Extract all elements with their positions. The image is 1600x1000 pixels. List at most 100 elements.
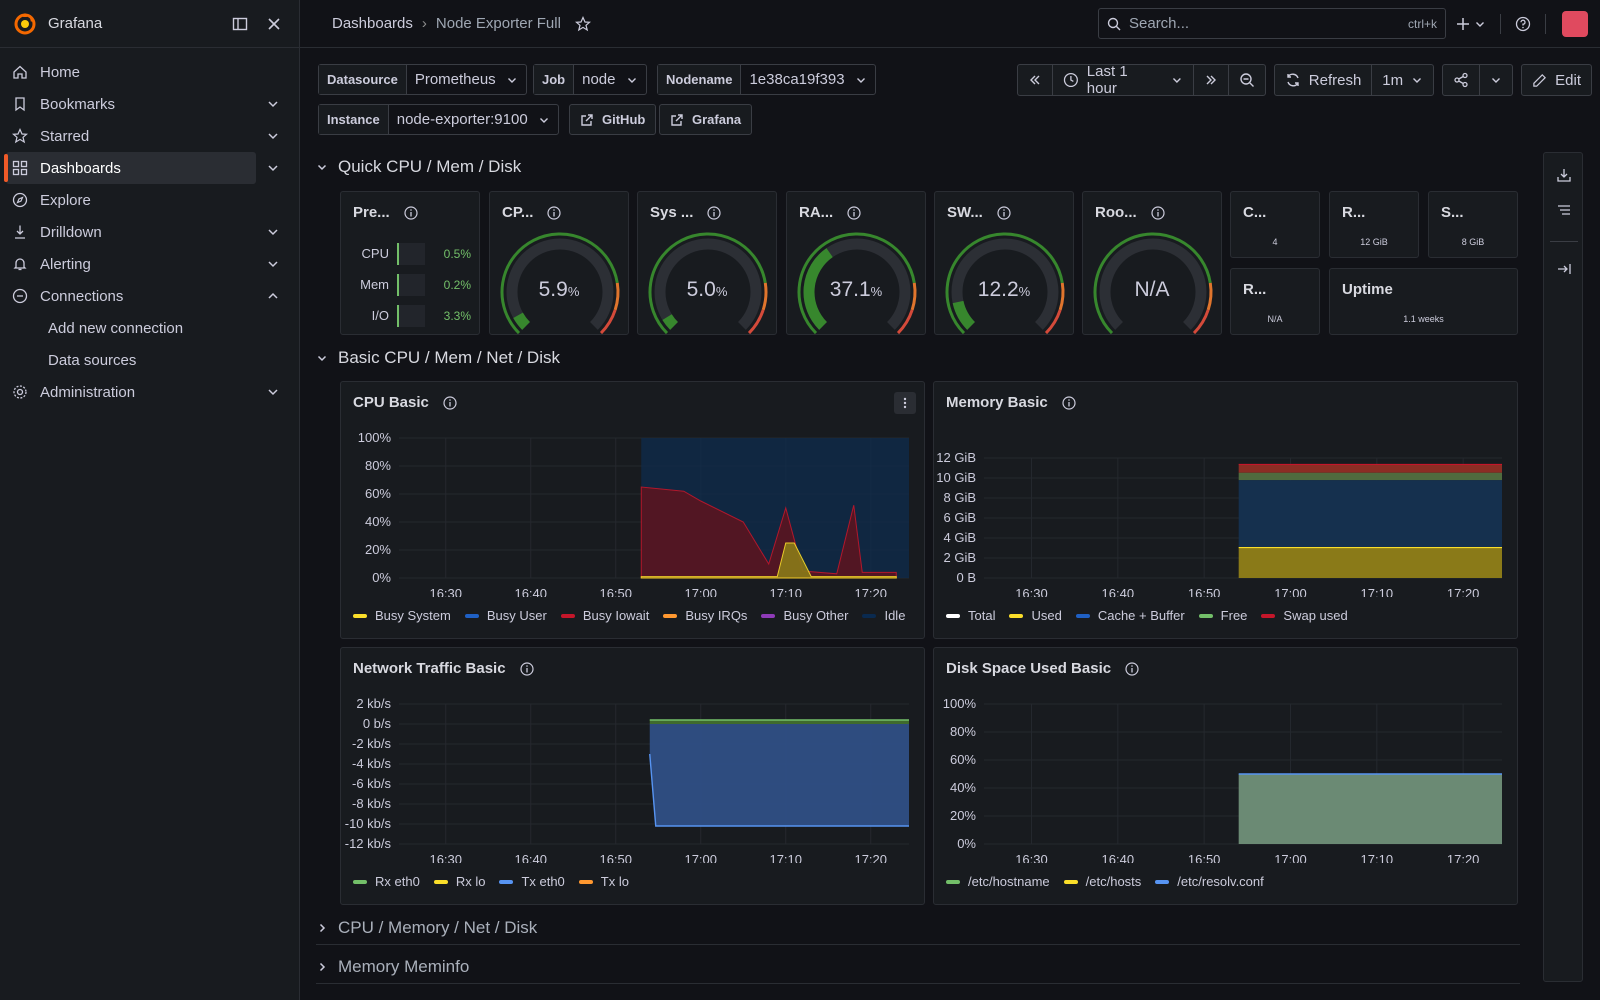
nav-item-starred[interactable]: Starred	[6, 120, 278, 152]
job-variable[interactable]: Job node	[533, 64, 647, 95]
dock-menu-icon[interactable]	[227, 11, 253, 37]
gauge-threshold-orange	[1206, 282, 1213, 311]
compass-icon	[12, 192, 28, 208]
legend-swatch	[663, 613, 678, 618]
search-input[interactable]: Search... ctrl+k	[1098, 8, 1446, 39]
refresh-interval-picker[interactable]: 1m	[1372, 65, 1433, 95]
legend-item[interactable]: Rx eth0	[353, 874, 420, 889]
chevron-down-icon[interactable]	[266, 161, 280, 175]
chevron-down-icon[interactable]	[266, 97, 280, 111]
time-back-button[interactable]	[1018, 65, 1053, 95]
row-title: Quick CPU / Mem / Disk	[338, 157, 522, 176]
legend-swatch	[433, 879, 448, 884]
nav-item-administration[interactable]: Administration	[6, 376, 278, 408]
add-menu-button[interactable]	[1450, 9, 1492, 39]
legend-item[interactable]: Used	[1009, 608, 1062, 623]
row-cpu-memory-net-disk[interactable]: CPU / Memory / Net / Disk	[316, 918, 537, 938]
y-tick-label: 0 b/s	[363, 716, 392, 731]
share-menu-button[interactable]	[1480, 65, 1512, 95]
github-link-button[interactable]: GitHub	[569, 104, 657, 135]
row-memory-meminfo[interactable]: Memory Meminfo	[316, 957, 469, 977]
legend-item[interactable]: Tx eth0	[499, 874, 565, 889]
share-button[interactable]	[1443, 65, 1481, 95]
nav-sub-add-new-connection[interactable]: Add new connection	[48, 319, 184, 337]
nodename-variable[interactable]: Nodename 1e38ca19f393	[657, 64, 876, 95]
variable-value[interactable]: node	[574, 65, 645, 94]
nav-item-alerting[interactable]: Alerting	[6, 248, 278, 280]
chevron-down-icon[interactable]	[266, 225, 280, 239]
grafana-link-button[interactable]: Grafana	[659, 104, 753, 135]
info-icon[interactable]	[404, 205, 418, 220]
legend-item[interactable]: /etc/resolv.conf	[1155, 874, 1264, 889]
nav-sub-data-sources[interactable]: Data sources	[48, 351, 137, 369]
pressure-row-io: I/O 3.3%	[351, 300, 471, 331]
outline-list-icon[interactable]	[1556, 203, 1572, 219]
panel-menu-button[interactable]	[894, 392, 916, 414]
cpu-basic-chart[interactable]: 100% 80% 60% 40% 20% 0% 16:30 16:40 16:50 17:00 17…	[341, 382, 926, 597]
legend-item[interactable]: /etc/hostname	[946, 874, 1050, 889]
y-tick-label: 0 B	[956, 570, 976, 585]
legend-item[interactable]: Swap used	[1261, 608, 1348, 623]
close-icon[interactable]	[261, 11, 287, 37]
legend-item[interactable]: Idle	[862, 608, 905, 623]
time-forward-button[interactable]	[1194, 65, 1229, 95]
datasource-variable[interactable]: Datasource Prometheus	[318, 64, 527, 95]
breadcrumb-dashboards[interactable]: Dashboards	[332, 15, 413, 32]
memory-basic-chart[interactable]: 12 GiB 10 GiB 8 GiB 6 GiB 4 GiB 2 GiB 0 B 16:30…	[934, 382, 1519, 597]
legend-item[interactable]: /etc/hosts	[1063, 874, 1141, 889]
chevron-up-icon[interactable]	[266, 289, 280, 303]
chevron-down-icon[interactable]	[266, 129, 280, 143]
nav-item-dashboards[interactable]: Dashboards	[4, 152, 278, 184]
nav-item-bookmarks[interactable]: Bookmarks	[6, 88, 278, 120]
info-icon[interactable]	[997, 205, 1011, 220]
panel-title: R...	[1342, 204, 1366, 221]
row-quick-cpu-mem-disk[interactable]: Quick CPU / Mem / Disk	[316, 157, 521, 177]
legend-item[interactable]: Free	[1198, 608, 1247, 623]
variable-value[interactable]: 1e38ca19f393	[741, 65, 874, 94]
nav-item-explore[interactable]: Explore	[6, 184, 256, 216]
info-icon[interactable]	[1151, 205, 1165, 220]
legend-item[interactable]: Rx lo	[433, 874, 485, 889]
y-tick-label: 40%	[950, 780, 976, 795]
info-icon[interactable]	[1062, 395, 1076, 410]
row-basic-cpu-mem-net-disk[interactable]: Basic CPU / Mem / Net / Disk	[316, 348, 560, 368]
legend-item[interactable]: Cache + Buffer	[1075, 608, 1185, 623]
star-icon[interactable]	[574, 15, 591, 32]
info-icon[interactable]	[547, 205, 562, 220]
info-icon[interactable]	[519, 661, 534, 676]
info-icon[interactable]	[1125, 661, 1139, 676]
legend-item[interactable]: Busy System	[353, 608, 451, 623]
refresh-button[interactable]: Refresh	[1275, 65, 1373, 95]
y-tick-label: 100%	[358, 430, 392, 445]
collapse-right-icon[interactable]	[1556, 261, 1572, 277]
disk-space-used-basic-chart[interactable]: 100% 80% 60% 40% 20% 0% 16:30 16:40 16:50 17:00 17…	[934, 648, 1519, 863]
nav-item-drilldown[interactable]: Drilldown	[6, 216, 278, 248]
x-tick-label: 17:10	[769, 852, 802, 863]
avatar[interactable]	[1562, 11, 1588, 37]
legend-item[interactable]: Busy Other	[761, 608, 848, 623]
x-tick-label: 16:50	[599, 852, 632, 863]
import-icon[interactable]	[1556, 167, 1572, 183]
info-icon[interactable]	[443, 395, 457, 410]
legend-item[interactable]: Tx lo	[578, 874, 629, 889]
info-icon[interactable]	[707, 205, 721, 220]
info-icon[interactable]	[847, 205, 861, 220]
help-button[interactable]	[1509, 9, 1537, 39]
grafana-logo-icon[interactable]	[12, 11, 38, 37]
legend-item[interactable]: Busy Iowait	[560, 608, 649, 623]
instance-variable[interactable]: Instance node-exporter:9100	[318, 104, 559, 135]
zoom-out-button[interactable]	[1229, 65, 1265, 95]
edit-button[interactable]: Edit	[1522, 65, 1591, 95]
legend-item[interactable]: Busy IRQs	[663, 608, 747, 623]
nav-item-connections[interactable]: Connections	[6, 280, 278, 312]
x-tick-label: 17:00	[684, 852, 717, 863]
network-traffic-basic-chart[interactable]: 2 kb/s 0 b/s -2 kb/s -4 kb/s -6 kb/s -8 kb/s -…	[341, 648, 926, 863]
variable-value[interactable]: node-exporter:9100	[389, 105, 558, 134]
legend-item[interactable]: Busy User	[464, 608, 547, 623]
nav-item-home[interactable]: Home	[6, 56, 256, 88]
time-range-picker[interactable]: Last 1 hour	[1053, 63, 1194, 97]
chevron-down-icon[interactable]	[266, 385, 280, 399]
variable-value[interactable]: Prometheus	[407, 65, 526, 94]
chevron-down-icon[interactable]	[266, 257, 280, 271]
legend-item[interactable]: Total	[946, 608, 995, 623]
